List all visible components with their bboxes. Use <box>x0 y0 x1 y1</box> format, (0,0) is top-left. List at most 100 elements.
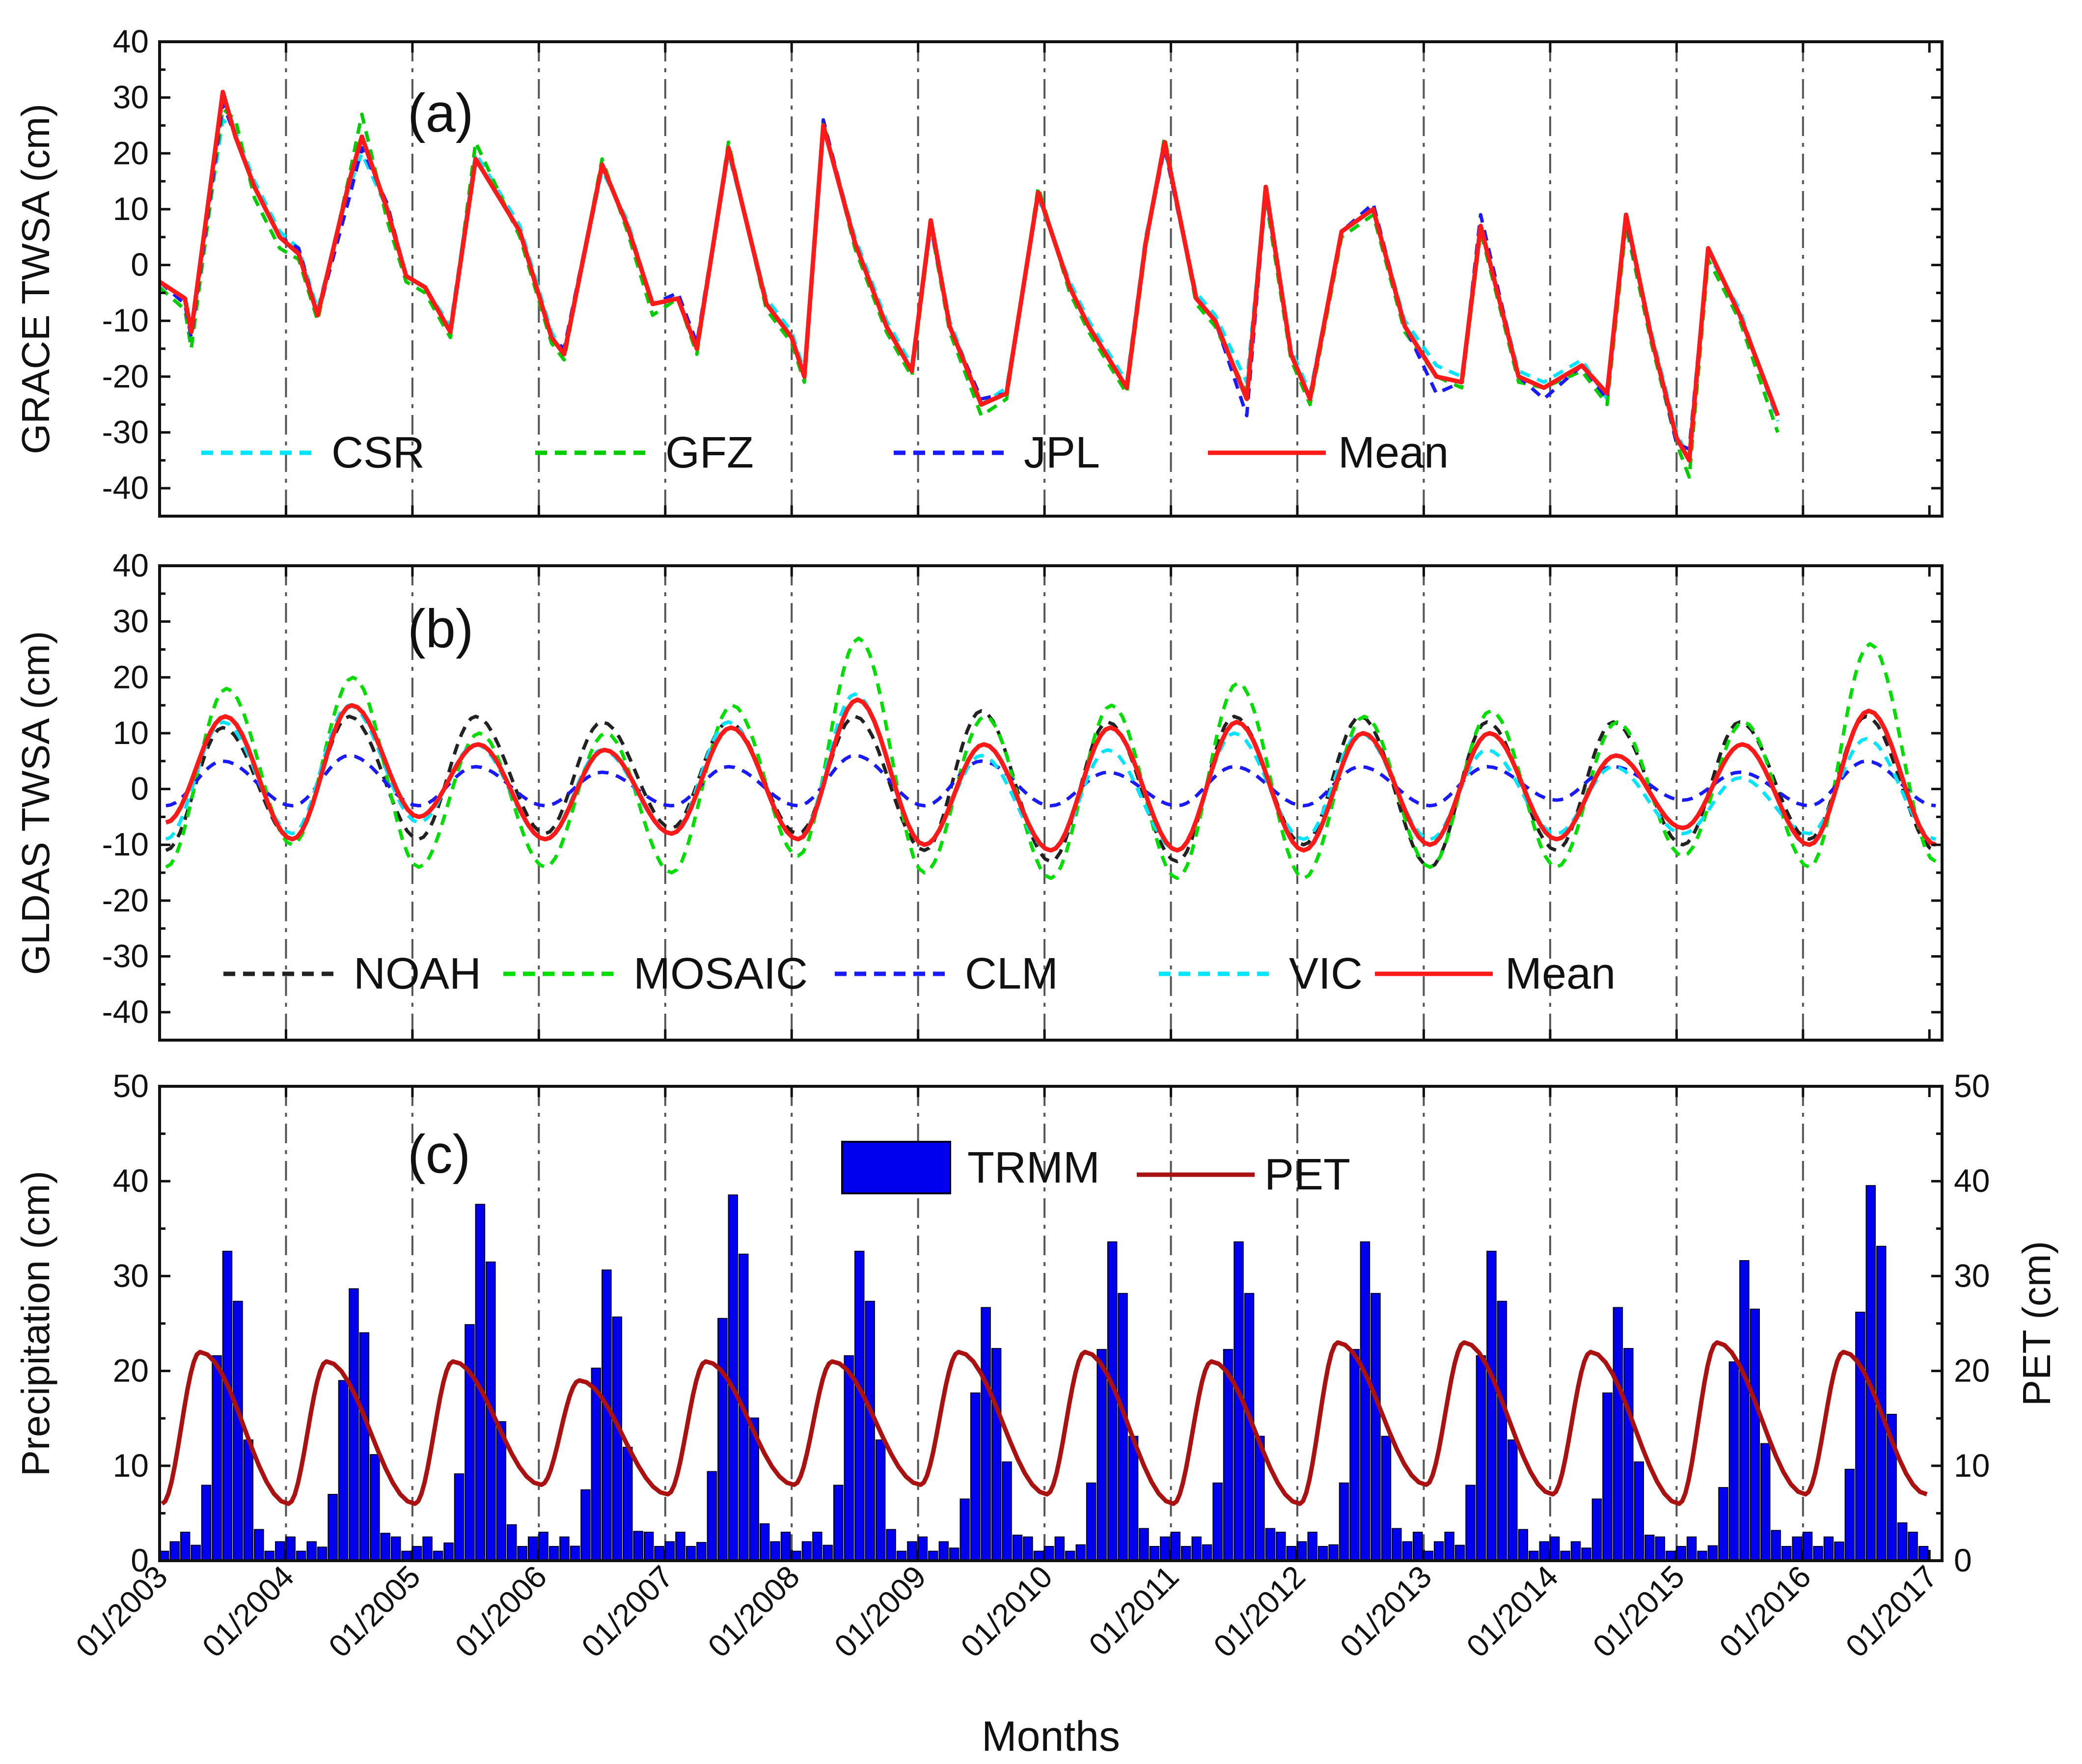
trmm-bar <box>1349 1349 1360 1561</box>
trmm-bar <box>886 1529 896 1561</box>
y-tick-label-right: 20 <box>1954 1352 1990 1389</box>
trmm-bar <box>1086 1482 1096 1562</box>
trmm-bar <box>169 1541 180 1561</box>
trmm-bar <box>1581 1547 1591 1562</box>
trmm-bar <box>391 1536 401 1561</box>
trmm-bar <box>1655 1536 1665 1561</box>
trmm-bar <box>1044 1546 1054 1561</box>
trmm-bar <box>822 1544 833 1562</box>
trmm-bar <box>559 1536 570 1561</box>
series-mean-legend-label: Mean <box>1505 949 1616 998</box>
panel-a-y-axis-title: GRACE TWSA (cm) <box>14 104 57 454</box>
trmm-bar <box>349 1288 359 1562</box>
trmm-bar <box>1297 1541 1307 1561</box>
trmm-bar <box>1107 1241 1118 1562</box>
trmm-bar <box>1676 1546 1686 1561</box>
trmm-bar <box>1002 1461 1012 1561</box>
trmm-bar <box>1497 1300 1507 1562</box>
trmm-bar <box>1413 1532 1423 1561</box>
trmm-bar <box>370 1454 380 1561</box>
trmm-bar <box>1139 1528 1149 1561</box>
panel-c-pet-line <box>161 1340 1928 1506</box>
panel-a: -40 -30 -20 -10 0 10 20 30 40 (a) GRACE TWSA (cm… <box>14 23 1944 518</box>
trmm-bar <box>959 1498 970 1561</box>
trmm-bar <box>875 1439 886 1561</box>
trmm-bar <box>949 1547 959 1562</box>
trmm-bar <box>917 1536 928 1561</box>
y-tick-label: 30 <box>113 1257 149 1294</box>
trmm-bar <box>1118 1293 1128 1562</box>
panel-a-frame <box>158 40 1944 518</box>
trmm-bar <box>570 1545 580 1561</box>
series-gfz-legend-label: GFZ <box>665 428 754 477</box>
trmm-bar <box>1392 1528 1402 1561</box>
trmm-bar <box>654 1546 664 1561</box>
trmm-bar <box>1402 1541 1413 1561</box>
trmm-bar <box>1718 1487 1728 1562</box>
y-tick-label: 0 <box>131 247 149 283</box>
trmm-bar <box>1454 1544 1465 1562</box>
trmm-bar <box>1465 1485 1476 1561</box>
trmm-bar <box>1360 1241 1370 1562</box>
y-tick-label: -20 <box>102 882 149 918</box>
trmm-bar <box>1792 1536 1802 1561</box>
trmm-bar <box>1644 1535 1655 1561</box>
trmm-bar <box>1613 1307 1623 1561</box>
trmm-bar <box>1265 1528 1276 1561</box>
trmm-bar <box>1381 1435 1392 1561</box>
trmm-bar <box>317 1546 328 1561</box>
trmm-bar <box>1623 1348 1634 1561</box>
y-tick-label: 40 <box>113 547 149 583</box>
y-tick-label: 40 <box>113 1162 149 1199</box>
trmm-bar <box>1023 1536 1033 1561</box>
trmm-bar <box>275 1541 285 1561</box>
trmm-bar <box>454 1473 465 1561</box>
trmm-bar <box>517 1546 527 1561</box>
trmm-bar <box>812 1532 822 1561</box>
y-tick-label: 10 <box>113 1447 149 1484</box>
x-axis-title: Months <box>982 1713 1120 1760</box>
trmm-bar <box>1591 1498 1602 1561</box>
panel-c-right-y-axis-title: PET (cm) <box>2015 1241 2058 1406</box>
trmm-bar <box>801 1541 812 1561</box>
pet-line <box>161 1340 1928 1506</box>
trmm-bar <box>191 1544 201 1562</box>
trmm-bar <box>1170 1532 1181 1561</box>
trmm-bar <box>1570 1541 1581 1561</box>
y-tick-label: 20 <box>113 659 149 695</box>
trmm-bar <box>285 1536 296 1561</box>
trmm-bar <box>527 1536 538 1561</box>
pet-legend-label: PET <box>1264 1150 1350 1199</box>
trmm-bar <box>1149 1546 1160 1561</box>
panel-c-right-y-axis: 0 10 20 30 40 50 <box>1954 1068 1990 1578</box>
panel-a-y-axis: -40 -30 -20 -10 0 10 20 30 40 <box>102 23 1942 506</box>
series-mosaic-line <box>165 636 1937 880</box>
trmm-bar <box>633 1531 643 1562</box>
trmm-bar <box>1686 1536 1697 1561</box>
trmm-bar <box>180 1532 191 1561</box>
panel-b-frame <box>158 564 1944 1042</box>
series-mean-line <box>165 697 1937 853</box>
trmm-bar <box>411 1546 422 1561</box>
panel-b-series <box>165 636 1937 880</box>
trmm-bar <box>1750 1308 1760 1562</box>
panel-c-y-axis: 0 10 20 30 40 50 <box>113 1068 1942 1578</box>
trmm-bar <box>1739 1260 1750 1561</box>
y-tick-label: 0 <box>131 1542 149 1578</box>
trmm-bar <box>685 1546 696 1561</box>
series-vic-legend-label: VIC <box>1289 949 1363 998</box>
y-tick-label: 20 <box>113 135 149 171</box>
trmm-bar <box>1823 1536 1834 1561</box>
y-tick-label: 40 <box>113 23 149 59</box>
trmm-bar <box>580 1489 591 1561</box>
panel-c-trmm-bars <box>159 1185 1929 1562</box>
trmm-bar <box>1707 1545 1718 1562</box>
trmm-bar <box>1549 1536 1560 1561</box>
trmm-bar <box>981 1307 991 1561</box>
trmm-bar <box>1075 1544 1086 1561</box>
panel-c-y-axis-title: Precipitation (cm) <box>14 1171 57 1476</box>
trmm-bar <box>1444 1532 1454 1561</box>
panel-c-year-lines <box>158 1086 1931 1561</box>
trmm-bar <box>707 1471 717 1561</box>
